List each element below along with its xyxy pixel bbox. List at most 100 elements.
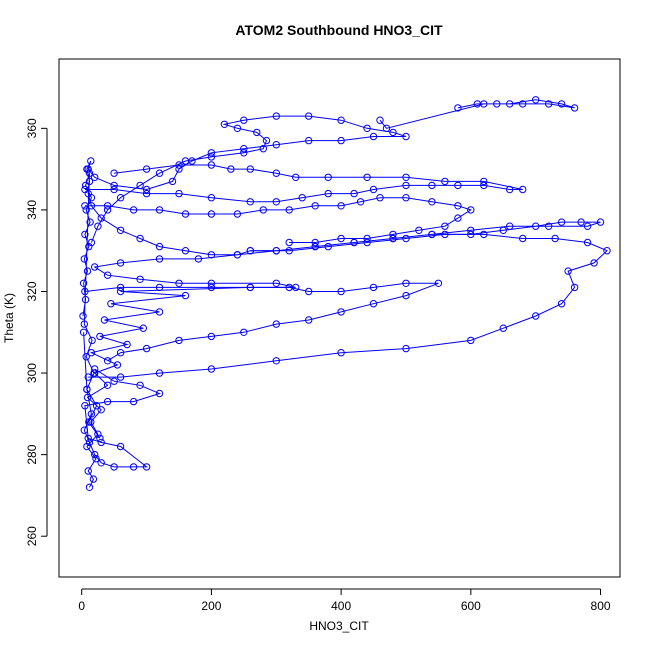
data-point	[337, 202, 345, 210]
data-point	[467, 206, 475, 214]
data-point	[103, 357, 112, 365]
data-point	[181, 157, 190, 165]
data-point	[207, 153, 216, 161]
data-point	[480, 230, 488, 239]
data-point	[88, 336, 96, 345]
data-point	[285, 206, 293, 214]
data-point	[545, 100, 553, 108]
data-point	[376, 194, 384, 202]
data-point	[175, 165, 183, 173]
data-point	[142, 185, 151, 194]
data-point	[136, 181, 144, 190]
y-tick-label: 320	[25, 281, 39, 301]
data-point	[305, 112, 313, 120]
data-point	[85, 242, 93, 251]
data-point	[272, 141, 280, 149]
y-tick-label: 300	[25, 363, 39, 383]
data-point	[350, 189, 358, 198]
data-point	[84, 467, 92, 475]
data-point	[441, 222, 449, 230]
data-point	[155, 389, 164, 398]
series-line	[86, 115, 601, 488]
data-point	[81, 402, 89, 410]
data-point	[87, 238, 96, 247]
data-point	[363, 173, 371, 182]
data-point	[363, 238, 371, 247]
data-point	[123, 340, 131, 349]
data-point	[207, 149, 216, 157]
series-2	[81, 279, 443, 365]
data-point	[107, 300, 115, 308]
data-point	[97, 459, 105, 467]
data-point	[116, 194, 125, 202]
data-point	[389, 234, 397, 243]
data-point	[175, 336, 183, 345]
data-point	[110, 463, 118, 471]
data-point	[116, 373, 125, 381]
data-point	[382, 124, 391, 133]
data-point	[402, 181, 410, 190]
data-point	[84, 165, 92, 173]
data-point	[480, 181, 488, 190]
data-point	[194, 255, 203, 263]
data-point	[402, 234, 410, 243]
data-point	[168, 177, 177, 186]
data-point	[89, 475, 98, 483]
data-point	[155, 283, 164, 292]
data-point	[285, 247, 293, 255]
data-point	[272, 357, 280, 365]
data-point	[519, 100, 527, 108]
data-point	[246, 198, 255, 206]
x-tick-label: 200	[201, 599, 221, 613]
data-point	[532, 222, 540, 230]
data-point	[428, 181, 436, 190]
data-point	[557, 300, 566, 308]
data-point	[272, 112, 280, 120]
axes-layer: 0 200 400 600 800 260 280 300 320 340 360	[25, 118, 611, 613]
data-point	[570, 104, 579, 112]
data-point	[305, 136, 313, 145]
data-point	[551, 234, 559, 243]
y-tick-label: 360	[25, 118, 39, 138]
data-point	[233, 210, 242, 218]
data-point	[356, 198, 365, 206]
data-point	[428, 230, 436, 239]
data-point	[207, 161, 216, 169]
data-point	[91, 173, 99, 182]
data-point	[272, 320, 280, 328]
data-point	[81, 295, 90, 304]
chart-title: ATOM2 Southbound HNO3_CIT	[235, 22, 443, 38]
data-point	[402, 132, 410, 141]
data-point	[337, 116, 345, 124]
data-point	[155, 369, 164, 377]
data-point	[94, 222, 102, 230]
data-point	[129, 206, 138, 214]
data-point	[557, 218, 566, 226]
data-point	[519, 234, 527, 243]
data-point	[86, 218, 94, 226]
data-point	[262, 136, 271, 145]
data-point	[337, 136, 345, 145]
data-point	[428, 198, 436, 206]
data-point	[116, 226, 125, 235]
data-point	[94, 430, 102, 438]
data-point	[207, 332, 216, 341]
data-point	[246, 283, 255, 292]
data-point	[603, 247, 611, 255]
data-point	[570, 283, 579, 292]
data-point	[227, 165, 235, 173]
data-point	[83, 385, 91, 394]
data-point	[220, 120, 229, 129]
data-point	[259, 145, 267, 153]
data-point	[116, 349, 125, 357]
data-point	[155, 255, 164, 263]
series-line	[88, 233, 608, 378]
data-point	[363, 234, 371, 243]
data-point	[285, 238, 293, 247]
data-point	[97, 406, 105, 414]
data-point	[402, 173, 410, 182]
data-point	[83, 442, 91, 451]
data-point	[116, 287, 125, 296]
data-point	[207, 279, 216, 287]
